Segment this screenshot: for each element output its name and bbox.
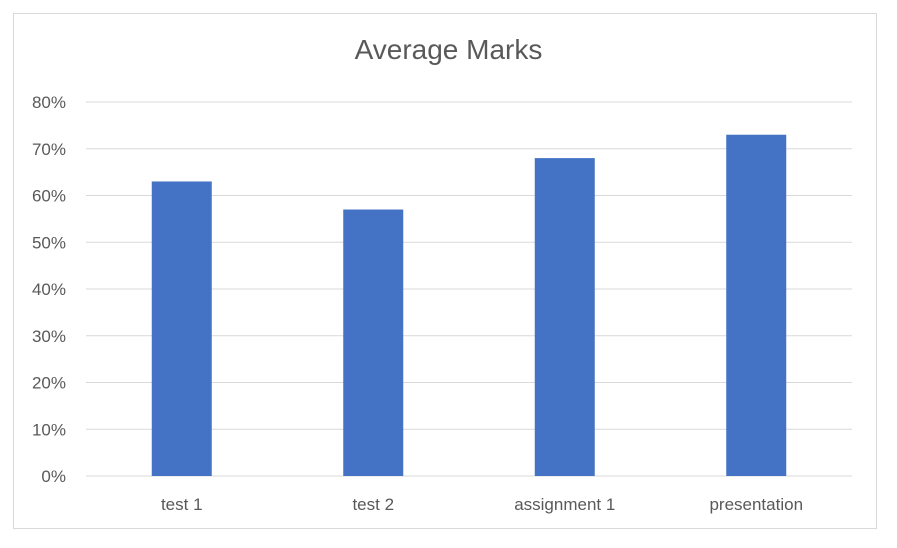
x-axis-ticks: test 1 test 2 assignment 1 presentation (161, 495, 803, 514)
y-tick-label: 80% (32, 93, 66, 112)
y-tick-label: 60% (32, 187, 66, 206)
bar-presentation (726, 134, 787, 476)
bar-test-1 (151, 181, 212, 476)
chart-title: Average Marks (354, 34, 543, 65)
y-tick-label: 50% (32, 233, 66, 252)
y-axis-ticks: 0% 10% 20% 30% 40% 50% 60% 70% 80% (32, 93, 66, 486)
x-tick-label: test 1 (161, 495, 203, 514)
bar-test-2 (343, 209, 404, 476)
y-tick-label: 0% (41, 467, 66, 486)
x-tick-label: assignment 1 (514, 495, 615, 514)
y-tick-label: 10% (32, 420, 66, 439)
y-tick-label: 20% (32, 374, 66, 393)
x-tick-label: test 2 (352, 495, 394, 514)
bars (151, 134, 787, 476)
y-tick-label: 30% (32, 327, 66, 346)
bar-assignment-1 (534, 158, 595, 476)
gridlines (86, 101, 852, 477)
x-tick-label: presentation (709, 495, 803, 514)
y-tick-label: 70% (32, 140, 66, 159)
y-tick-label: 40% (32, 280, 66, 299)
